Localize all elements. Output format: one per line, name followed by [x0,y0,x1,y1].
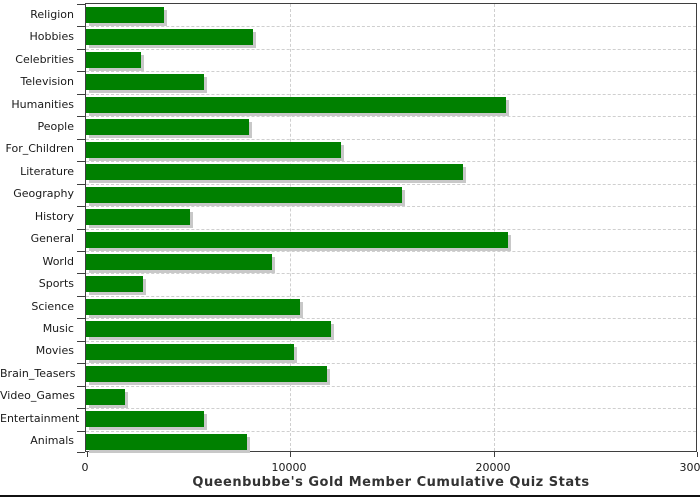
category-label: Humanities [11,97,74,111]
bar-television [86,74,204,91]
y-axis-tick [77,138,85,140]
bar-video_games [86,388,125,405]
horizontal-gridline [86,183,696,185]
bar-geography [86,186,402,203]
horizontal-gridline [86,385,696,387]
horizontal-gridline [86,138,696,140]
plot-area [77,3,698,457]
x-tick-label: 20000 [475,461,511,474]
category-label: Science [31,299,74,313]
category-label: Video_Games [0,389,75,403]
bar-brain_teasers [86,366,327,383]
category-label: People [37,119,74,133]
y-axis-tick [77,183,85,185]
bar-hobbies [86,29,253,46]
y-axis-tick [77,430,85,432]
horizontal-gridline [86,228,696,230]
y-axis-tick [77,363,85,365]
bar-celebrities [86,51,141,68]
horizontal-gridline [86,116,696,118]
bar-music [86,321,331,338]
y-axis-tick [77,250,85,252]
category-label: Hobbies [29,30,74,44]
y-axis-tick [77,340,85,342]
bar-people [86,119,249,136]
bar-literature [86,164,463,181]
category-label: Brain_Teasers [0,366,76,380]
category-label: For_Children [5,142,74,156]
bar-humanities [86,96,506,113]
y-axis-tick [77,26,85,28]
x-tick-label: 30000 [679,461,700,474]
bar-animals [86,433,247,450]
y-axis-tick [77,318,85,320]
category-label: Geography [13,187,74,201]
x-tick-label: 0 [81,461,89,474]
horizontal-gridline [86,206,696,208]
bar-world [86,253,272,270]
horizontal-gridline [86,318,696,320]
bottom-divider-line [0,495,700,497]
x-axis-tick [86,452,88,457]
x-axis-tick [494,452,495,457]
bar-movies [86,343,294,360]
y-axis-tick [77,48,85,50]
bar-sports [86,276,143,293]
y-axis-tick [77,4,85,5]
category-label: Television [20,75,75,89]
horizontal-gridline [86,71,696,73]
y-axis-tick [77,228,85,230]
y-axis-tick [77,116,85,118]
category-label: Literature [20,164,74,178]
bar-entertainment [86,411,204,428]
category-label: Music [42,322,74,336]
vertical-gridline [290,4,291,451]
horizontal-gridline [86,363,696,365]
horizontal-gridline [86,161,696,163]
horizontal-gridline [86,93,696,95]
horizontal-gridline [86,295,696,297]
category-label: Animals [30,434,74,448]
y-axis-tick [77,408,85,410]
vertical-gridline [494,4,495,451]
horizontal-gridline [86,340,696,342]
x-axis-tick [290,452,291,457]
horizontal-gridline [86,250,696,252]
y-axis-tick [77,273,85,275]
y-axis-tick [77,161,85,163]
y-axis-tick [77,71,85,73]
category-label: Entertainment [0,411,80,425]
horizontal-gridline [86,48,696,50]
horizontal-gridline [86,273,696,275]
chart-title: Queenbubbe's Gold Member Cumulative Quiz… [192,475,590,490]
category-label: World [42,254,74,268]
category-label: Sports [38,277,74,291]
horizontal-gridline [86,430,696,432]
bar-religion [86,7,164,23]
y-axis-tick [77,295,85,297]
x-tick-label: 10000 [271,461,307,474]
category-label: History [34,209,74,223]
horizontal-gridline [86,408,696,410]
category-label: Religion [30,7,74,21]
category-label: General [30,232,74,246]
category-label: Celebrities [15,52,74,66]
x-axis-tick [696,452,698,457]
bar-for_children [86,141,341,158]
bar-general [86,231,508,248]
y-axis-tick [77,385,85,387]
y-axis-tick [77,93,85,95]
bar-science [86,298,300,315]
horizontal-gridline [86,26,696,28]
category-label: Movies [35,344,74,358]
y-axis-tick [77,452,85,453]
y-axis-tick [77,206,85,208]
bar-history [86,209,190,226]
